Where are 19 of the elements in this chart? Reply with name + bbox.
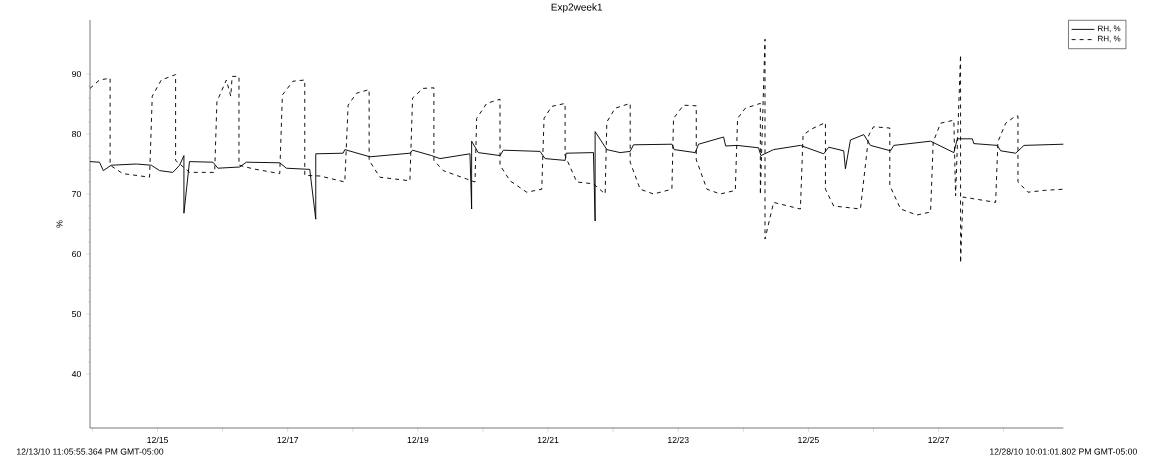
x-tick-label: 12/23 — [668, 436, 689, 444]
x-tick-label: 12/21 — [537, 436, 559, 444]
text: 12/28/10 10:01:01.802 PM GMT-05:00 — [990, 448, 1137, 455]
text: 12/13/10 11:05:55.364 PM GMT-05:00 — [17, 448, 164, 455]
x-tick-label: 12/17 — [277, 436, 299, 444]
x-tick-label: 12/15 — [147, 436, 169, 444]
y-tick-label: 50 — [72, 310, 81, 318]
chart-title: Exp2week1 — [551, 3, 603, 13]
legend-label: RH, % — [1098, 25, 1121, 33]
y-tick-label: 40 — [71, 370, 81, 378]
y-tick-label: 70 — [72, 190, 81, 198]
x-tick-label: 12/25 — [798, 436, 819, 444]
x-tick-label: 12/27 — [928, 436, 949, 444]
legend-label: RH, % — [1098, 35, 1121, 43]
y-tick-label: 80 — [72, 130, 81, 138]
y-tick-label: 60 — [72, 250, 81, 258]
y-tick-label: 90 — [72, 70, 81, 78]
x-tick-label: 12/19 — [407, 436, 429, 444]
y-axis-title: % — [56, 220, 63, 228]
